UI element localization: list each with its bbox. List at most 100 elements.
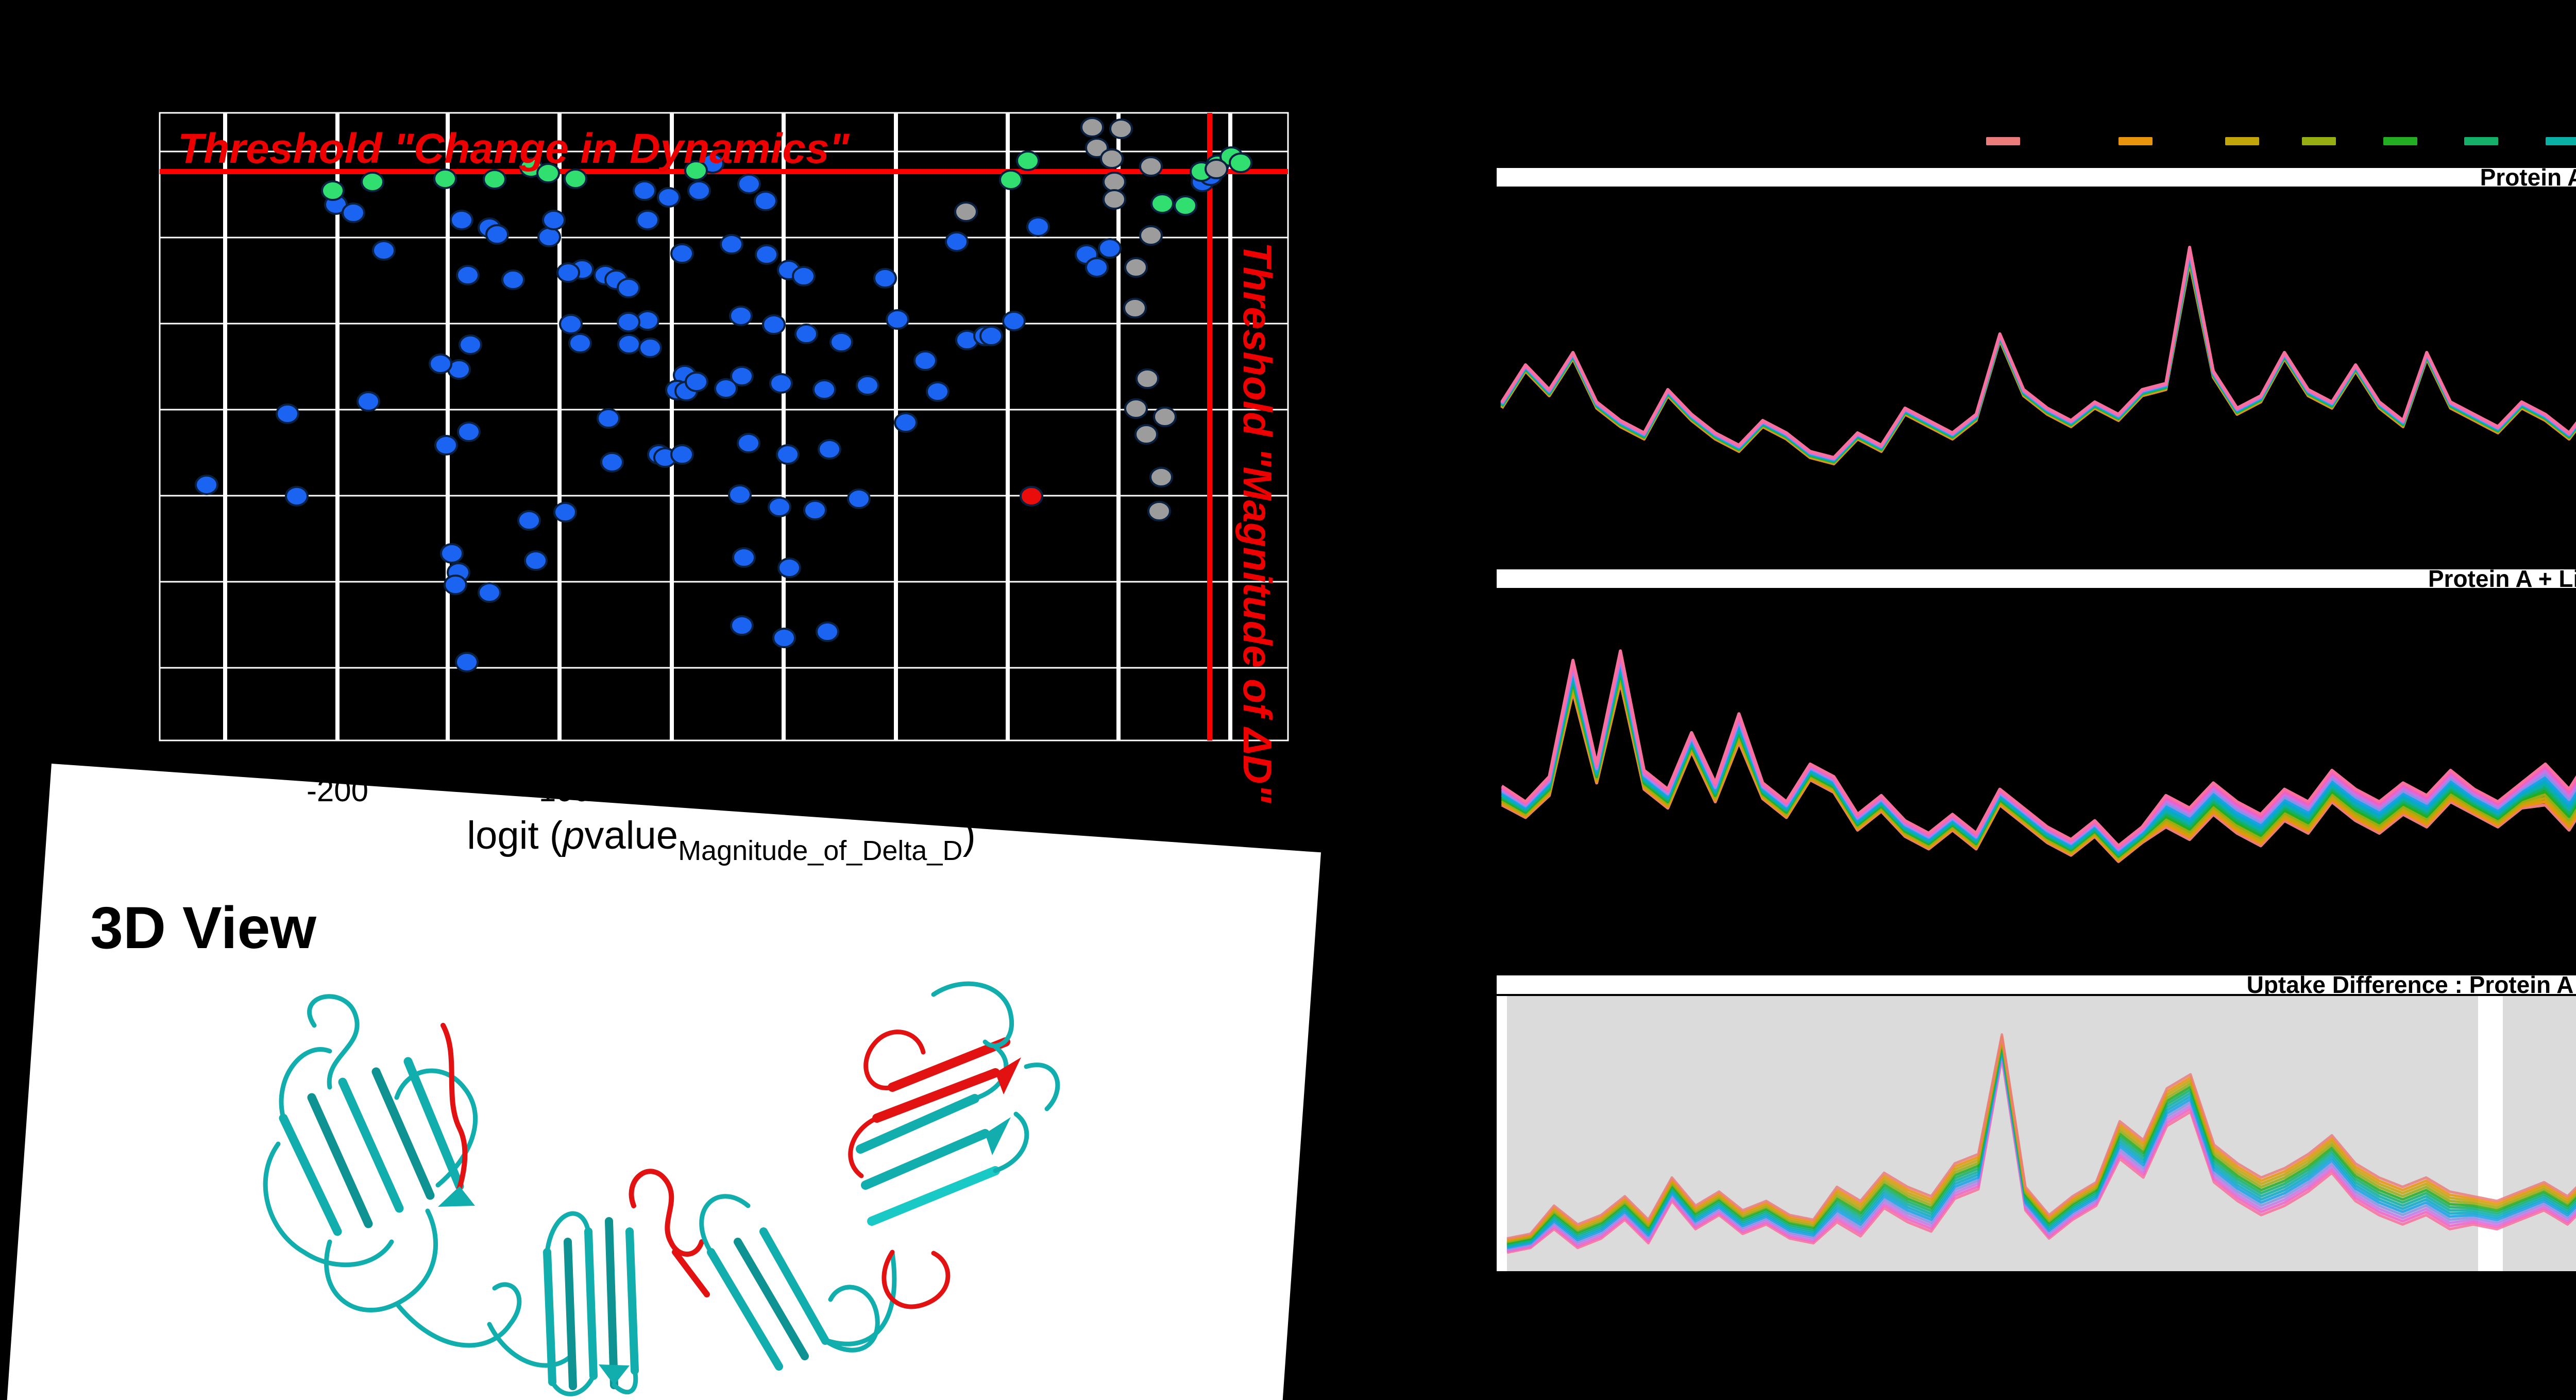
scatter-point[interactable] — [816, 621, 839, 642]
scatter-point[interactable] — [812, 379, 836, 400]
scatter-point[interactable] — [456, 265, 480, 285]
scatter-point[interactable] — [684, 160, 708, 181]
scatter-point[interactable] — [556, 262, 580, 283]
scatter-point[interactable] — [1123, 298, 1147, 318]
scatter-point[interactable] — [913, 350, 937, 371]
scatter-point[interactable] — [617, 312, 640, 332]
scatter-point[interactable] — [829, 332, 853, 352]
scatter-point[interactable] — [434, 435, 458, 456]
scatter-point[interactable] — [685, 372, 708, 392]
scatter-point[interactable] — [1149, 467, 1173, 487]
uptake-line[interactable] — [1506, 1039, 2576, 1243]
scatter-point[interactable] — [357, 391, 380, 412]
scatter-point[interactable] — [372, 240, 396, 261]
chart-protein-a-ligand[interactable] — [1501, 635, 2576, 863]
scatter-point[interactable] — [945, 231, 969, 252]
scatter-point[interactable] — [1098, 238, 1122, 259]
uptake-line[interactable] — [1500, 259, 2576, 483]
scatter-point[interactable] — [1020, 486, 1043, 507]
scatter-point[interactable] — [856, 375, 879, 396]
legend-swatch[interactable] — [2383, 137, 2417, 145]
scatter-point[interactable] — [501, 269, 525, 290]
scatter-point[interactable] — [1103, 189, 1126, 210]
scatter-point[interactable] — [559, 314, 583, 334]
uptake-line[interactable] — [1500, 255, 2576, 463]
scatter-point[interactable] — [1174, 195, 1197, 216]
uptake-line[interactable] — [1500, 252, 2576, 462]
scatter-point[interactable] — [568, 333, 592, 353]
uptake-line[interactable] — [1500, 257, 2576, 475]
scatter-point[interactable] — [1205, 159, 1228, 179]
scatter-point[interactable] — [769, 373, 793, 394]
scatter-point[interactable] — [457, 421, 481, 442]
scatter-point[interactable] — [737, 174, 761, 194]
uptake-line[interactable] — [1506, 1037, 2576, 1242]
scatter-point[interactable] — [433, 168, 457, 189]
scatter-point[interactable] — [768, 497, 791, 517]
scatter-point[interactable] — [1100, 148, 1124, 169]
scatter-point[interactable] — [459, 334, 482, 355]
uptake-line[interactable] — [1501, 635, 2576, 848]
scatter-point[interactable] — [729, 306, 753, 326]
scatter-point[interactable] — [537, 227, 561, 247]
legend-swatch[interactable] — [2546, 137, 2576, 145]
legend-swatch[interactable] — [2119, 137, 2153, 145]
scatter-point[interactable] — [1229, 153, 1252, 173]
scatter-point[interactable] — [524, 550, 548, 571]
scatter-point[interactable] — [485, 224, 509, 245]
scatter-point[interactable] — [1026, 216, 1050, 237]
uptake-line[interactable] — [1500, 261, 2576, 501]
uptake-line[interactable] — [1500, 243, 2576, 460]
scatter-point[interactable] — [429, 353, 452, 374]
scatter-point[interactable] — [755, 244, 778, 265]
scatter-point[interactable] — [440, 543, 464, 564]
scatter-point[interactable] — [597, 408, 620, 429]
uptake-line[interactable] — [1500, 249, 2576, 461]
scatter-point[interactable] — [600, 452, 624, 473]
scatter-point[interactable] — [1016, 150, 1040, 171]
legend-swatch[interactable] — [2225, 137, 2259, 145]
volcano-plot[interactable] — [159, 112, 1289, 741]
scatter-point[interactable] — [617, 278, 640, 298]
scatter-point[interactable] — [361, 172, 384, 192]
uptake-line[interactable] — [1506, 1035, 2576, 1241]
scatter-point[interactable] — [483, 169, 506, 190]
scatter-point[interactable] — [536, 163, 560, 183]
scatter-point[interactable] — [1109, 119, 1133, 139]
scatter-point[interactable] — [926, 381, 950, 402]
scatter-point[interactable] — [638, 338, 662, 358]
uptake-line[interactable] — [1500, 254, 2576, 462]
scatter-point[interactable] — [728, 484, 752, 505]
uptake-line[interactable] — [1506, 1049, 2576, 1250]
scatter-point[interactable] — [754, 191, 777, 211]
uptake-line[interactable] — [1500, 256, 2576, 466]
scatter-point[interactable] — [1124, 257, 1148, 278]
scatter-point[interactable] — [1080, 117, 1104, 138]
uptake-line[interactable] — [1506, 1051, 2576, 1251]
scatter-point[interactable] — [1085, 138, 1109, 158]
scatter-point[interactable] — [894, 412, 918, 433]
scatter-point[interactable] — [1139, 225, 1163, 246]
chart-uptake-difference[interactable] — [1497, 996, 2576, 1271]
scatter-point[interactable] — [720, 234, 743, 255]
scatter-point[interactable] — [794, 324, 818, 344]
scatter-point[interactable] — [687, 180, 711, 201]
scatter-point[interactable] — [803, 500, 827, 520]
uptake-line[interactable] — [1500, 260, 2576, 493]
scatter-point[interactable] — [730, 615, 754, 636]
scatter-point[interactable] — [633, 180, 656, 201]
scatter-point[interactable] — [657, 187, 681, 208]
scatter-point[interactable] — [636, 210, 659, 230]
scatter-point[interactable] — [732, 547, 756, 568]
scatter-point[interactable] — [1150, 193, 1174, 214]
uptake-line[interactable] — [1500, 234, 2576, 460]
scatter-point[interactable] — [1002, 311, 1026, 331]
scatter-point[interactable] — [553, 502, 577, 522]
scatter-point[interactable] — [1139, 156, 1163, 177]
scatter-point[interactable] — [792, 266, 816, 286]
scatter-point[interactable] — [1085, 257, 1109, 278]
scatter-point[interactable] — [670, 243, 694, 264]
uptake-line[interactable] — [1506, 1055, 2576, 1253]
scatter-point[interactable] — [450, 210, 473, 230]
